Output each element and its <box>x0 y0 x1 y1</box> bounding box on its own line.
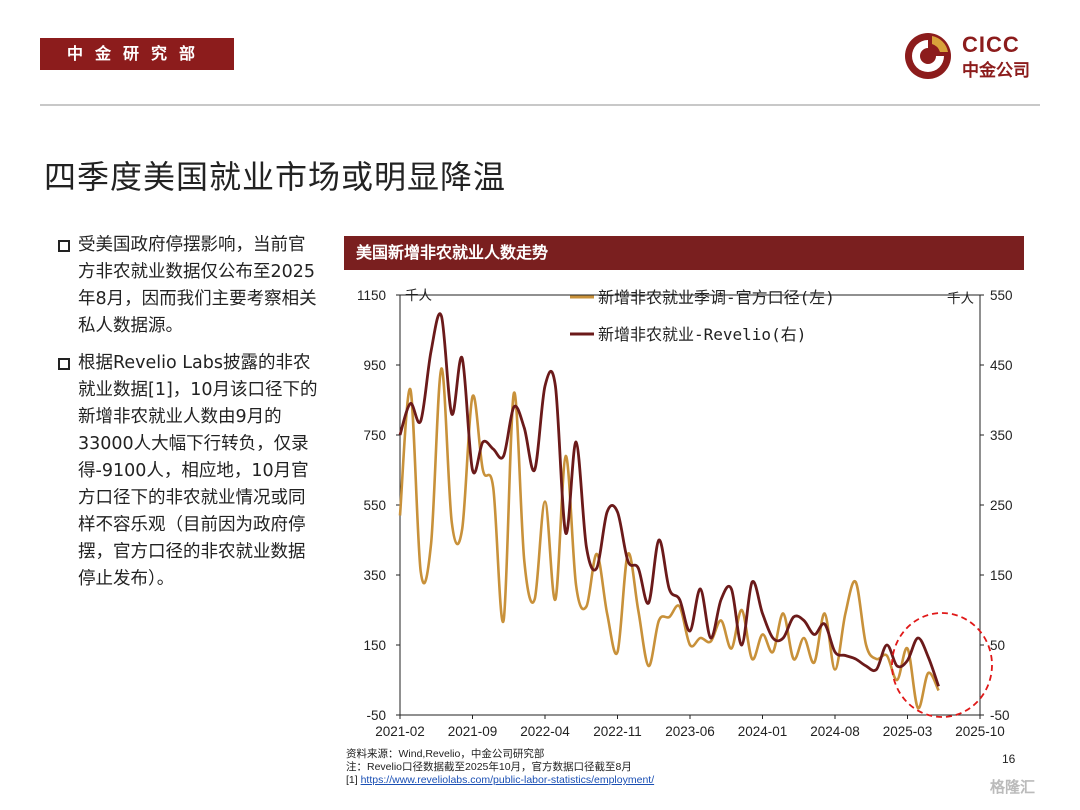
header-divider <box>40 104 1040 106</box>
bullet-text: 受美国政府停摆影响，当前官方非农就业数据仅公布至2025年8月，因而我们主要考察… <box>78 235 317 336</box>
department-tag: 中金研究部 <box>40 38 234 70</box>
left-axis-tick-label: 950 <box>363 358 386 373</box>
x-axis-tick-label: 2021-02 <box>375 724 425 739</box>
official-nfp-line <box>398 367 940 710</box>
right-axis-tick-label: 350 <box>990 428 1013 443</box>
left-axis-tick-label: 150 <box>363 638 386 653</box>
bullet-text: 根据Revelio Labs披露的非农就业数据[1]，10月该口径下的新增非农就… <box>78 353 318 589</box>
legend-label: 新增非农就业季调-官方口径(左) <box>598 288 835 307</box>
bullet-list: 受美国政府停摆影响，当前官方非农就业数据仅公布至2025年8月，因而我们主要考察… <box>58 232 320 603</box>
reference-prefix: [1] <box>346 774 361 786</box>
left-axis-tick-label: -50 <box>366 708 386 723</box>
x-axis-tick-label: 2025-10 <box>955 724 1005 739</box>
cicc-logo: CICC 中金公司 <box>902 30 1052 82</box>
bullet-item: 根据Revelio Labs披露的非农就业数据[1]，10月该口径下的新增非农就… <box>58 350 320 593</box>
legend-label: 新增非农就业-Revelio(右) <box>598 325 806 344</box>
cicc-logo-icon <box>905 33 951 79</box>
nonfarm-payrolls-chart: -50 150 350 550 750 950 1150 -50 50 150 250 350 450 5… <box>357 288 1013 739</box>
logo-text-cn: 中金公司 <box>962 61 1030 81</box>
x-axis-tick-label: 2021-09 <box>448 724 498 739</box>
x-axis-tick-label: 2024-08 <box>810 724 860 739</box>
watermark: 格隆汇 <box>990 778 1036 796</box>
x-axis-tick-label: 2024-01 <box>738 724 788 739</box>
right-axis-tick-label: 50 <box>990 638 1005 653</box>
left-axis-tick-label: 350 <box>363 568 386 583</box>
x-axis-tick-label: 2023-06 <box>665 724 715 739</box>
bullet-square-icon <box>58 240 70 252</box>
right-axis-unit: 千人 <box>947 291 975 306</box>
left-axis-tick-label: 750 <box>363 428 386 443</box>
right-axis-tick-label: 550 <box>990 288 1013 303</box>
data-note: 注：Revelio口径数据截至2025年10月，官方数据口径截至8月 <box>346 761 632 773</box>
right-axis-tick-label: 150 <box>990 568 1013 583</box>
left-axis-tick-label: 550 <box>363 498 386 513</box>
bullet-item: 受美国政府停摆影响，当前官方非农就业数据仅公布至2025年8月，因而我们主要考察… <box>58 232 320 340</box>
x-axis-tick-label: 2022-11 <box>593 724 642 739</box>
reference-note: [1] https://www.reveliolabs.com/public-l… <box>346 774 654 787</box>
right-axis-tick-label: -50 <box>990 708 1010 723</box>
right-axis-tick-label: 250 <box>990 498 1013 513</box>
page-title: 四季度美国就业市场或明显降温 <box>44 158 507 196</box>
page-number: 16 <box>1002 752 1016 766</box>
highlight-ellipse <box>891 612 993 718</box>
x-axis-tick-label: 2025-03 <box>883 724 933 739</box>
x-axis-tick-label: 2022-04 <box>520 724 570 739</box>
left-axis-unit: 千人 <box>405 288 432 303</box>
chart-header: 美国新增非农就业人数走势 <box>344 236 1024 270</box>
reference-link[interactable]: https://www.reveliolabs.com/public-labor… <box>360 774 655 786</box>
left-axis-tick-label: 1150 <box>357 288 386 303</box>
source-note: 资料来源：Wind,Revelio，中金公司研究部 <box>346 748 545 760</box>
right-axis-tick-label: 450 <box>990 358 1013 373</box>
bullet-square-icon <box>58 358 70 370</box>
footer-notes: 资料来源：Wind,Revelio，中金公司研究部 注：Revelio口径数据截… <box>346 748 654 787</box>
logo-text-en: CICC <box>962 32 1020 57</box>
revelio-nfp-line <box>398 312 940 687</box>
